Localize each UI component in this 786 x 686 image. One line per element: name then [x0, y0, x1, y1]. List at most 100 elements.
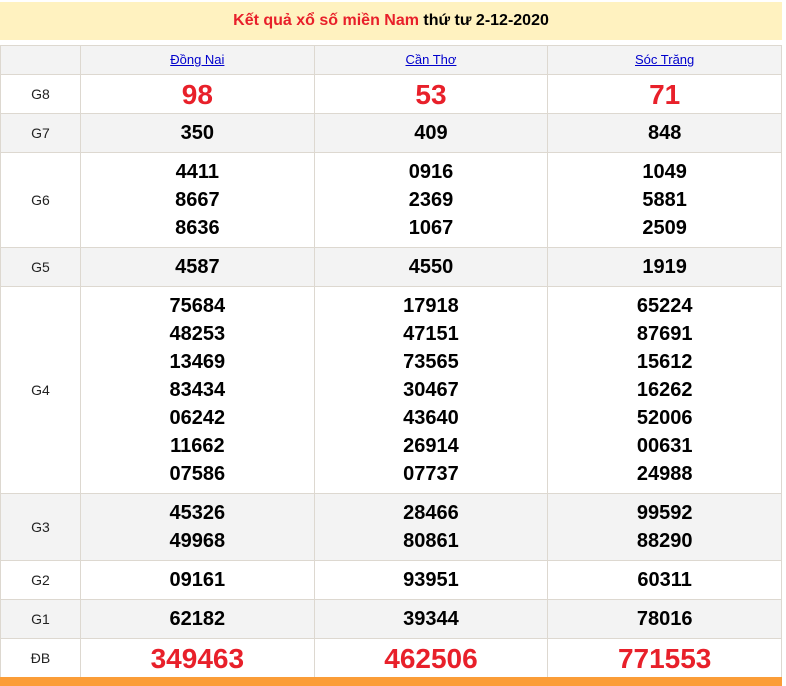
prize-cell: 1919 — [547, 247, 782, 287]
corner-cell — [0, 45, 81, 75]
prize-cell: 848 — [547, 113, 782, 153]
prize-row-g3: G3 45326 49968 28466 80861 99592 88290 — [0, 493, 782, 561]
prize-number: 09161 — [169, 569, 226, 591]
prize-number: 1067 — [408, 217, 454, 239]
prize-cell: 28466 80861 — [313, 493, 549, 561]
prize-cell: 771553 — [547, 638, 782, 678]
prize-label: G8 — [0, 74, 81, 114]
prize-number: 16262 — [636, 379, 693, 401]
prize-number: 39344 — [403, 608, 459, 630]
prize-number: 8636 — [175, 217, 220, 239]
prize-number: 93951 — [403, 569, 459, 591]
prize-number: 4587 — [175, 256, 220, 278]
prize-cell: 98 — [80, 74, 315, 114]
prize-number: 409 — [414, 122, 448, 144]
prize-cell: 462506 — [313, 638, 549, 678]
results-title: Kết quả xổ số miền Nam thứ tư 2-12-2020 — [0, 2, 782, 40]
prize-cell: 4587 — [80, 247, 315, 287]
prize-number: 53 — [415, 78, 447, 110]
prize-number: 80861 — [403, 530, 459, 552]
prize-cell: 349463 — [80, 638, 315, 678]
prize-number: 2509 — [642, 217, 687, 239]
footer-bar — [0, 677, 782, 686]
prize-number: 99592 — [636, 502, 693, 524]
prize-cell: 62182 — [80, 599, 315, 639]
prize-number: 71 — [649, 78, 681, 110]
prize-number: 4550 — [408, 256, 454, 278]
prize-number: 48253 — [169, 323, 226, 345]
prize-cell: 65224 87691 15612 16262 52006 00631 24988 — [547, 286, 782, 494]
prize-row-g8: G8 98 53 71 — [0, 74, 782, 114]
prize-row-g5: G5 4587 4550 1919 — [0, 247, 782, 287]
prize-cell: 75684 48253 13469 83434 06242 11662 07586 — [80, 286, 315, 494]
prize-cell: 71 — [547, 74, 782, 114]
prize-number: 24988 — [636, 463, 693, 485]
prize-number: 87691 — [636, 323, 693, 345]
prize-number: 62182 — [169, 608, 226, 630]
prize-number: 06242 — [169, 407, 226, 429]
prize-number: 00631 — [636, 435, 693, 457]
prize-cell: 09161 — [80, 560, 315, 600]
prize-number: 1049 — [642, 161, 687, 183]
prize-row-g7: G7 350 409 848 — [0, 113, 782, 153]
prize-number: 26914 — [403, 435, 459, 457]
prize-number: 73565 — [403, 351, 459, 373]
prize-number: 462506 — [384, 642, 478, 674]
prize-cell: 60311 — [547, 560, 782, 600]
prize-number: 2369 — [408, 189, 454, 211]
prize-number: 75684 — [169, 295, 226, 317]
prize-number: 45326 — [169, 502, 226, 524]
prize-number: 07737 — [403, 463, 459, 485]
prize-number: 349463 — [150, 642, 245, 674]
province-link-dong-nai[interactable]: Đồng Nai — [170, 52, 225, 67]
prize-number: 07586 — [169, 463, 226, 485]
prize-number: 15612 — [636, 351, 693, 373]
prize-number: 83434 — [169, 379, 226, 401]
prize-number: 88290 — [636, 530, 693, 552]
prize-cell: 1049 5881 2509 — [547, 152, 782, 248]
prize-cell: 99592 88290 — [547, 493, 782, 561]
prize-number: 43640 — [403, 407, 459, 429]
prize-cell: 409 — [313, 113, 549, 153]
prize-cell: 0916 2369 1067 — [313, 152, 549, 248]
prize-cell: 4411 8667 8636 — [80, 152, 315, 248]
prize-number: 17918 — [403, 295, 459, 317]
prize-number: 28466 — [403, 502, 459, 524]
prize-number: 5881 — [642, 189, 687, 211]
prize-number: 0916 — [408, 161, 454, 183]
prize-cell: 78016 — [547, 599, 782, 639]
prize-label: ĐB — [0, 638, 81, 678]
prize-number: 848 — [647, 122, 682, 144]
province-link-soc-trang[interactable]: Sóc Trăng — [635, 52, 695, 67]
prize-cell: 4550 — [313, 247, 549, 287]
prize-label: G6 — [0, 152, 81, 248]
prize-number: 49968 — [169, 530, 226, 552]
prize-cell: 93951 — [313, 560, 549, 600]
prize-row-đb: ĐB 349463 462506 771553 — [0, 638, 782, 678]
prize-number: 8667 — [175, 189, 220, 211]
prize-number: 30467 — [403, 379, 459, 401]
prize-number: 771553 — [617, 642, 712, 674]
prize-label: G5 — [0, 247, 81, 287]
prize-label: G2 — [0, 560, 81, 600]
prize-cell: 17918 47151 73565 30467 43640 26914 07737 — [313, 286, 549, 494]
prize-number: 60311 — [637, 569, 692, 591]
prize-number: 52006 — [636, 407, 693, 429]
prize-row-g2: G2 09161 93951 60311 — [0, 560, 782, 600]
prize-number: 65224 — [636, 295, 693, 317]
prize-label: G7 — [0, 113, 81, 153]
prize-label: G1 — [0, 599, 81, 639]
prize-cell: 53 — [313, 74, 549, 114]
title-date: thứ tư 2-12-2020 — [423, 12, 549, 29]
prize-row-g1: G1 62182 39344 78016 — [0, 599, 782, 639]
prize-cell: 45326 49968 — [80, 493, 315, 561]
prize-number: 47151 — [403, 323, 459, 345]
prize-number: 98 — [181, 78, 213, 110]
province-link-can-tho[interactable]: Cần Thơ — [405, 52, 457, 67]
prize-label: G3 — [0, 493, 81, 561]
prize-cell: 350 — [80, 113, 315, 153]
prize-number: 78016 — [636, 608, 693, 630]
prize-cell: 39344 — [313, 599, 549, 639]
prize-number: 11662 — [170, 435, 225, 457]
prize-number: 350 — [180, 122, 215, 144]
